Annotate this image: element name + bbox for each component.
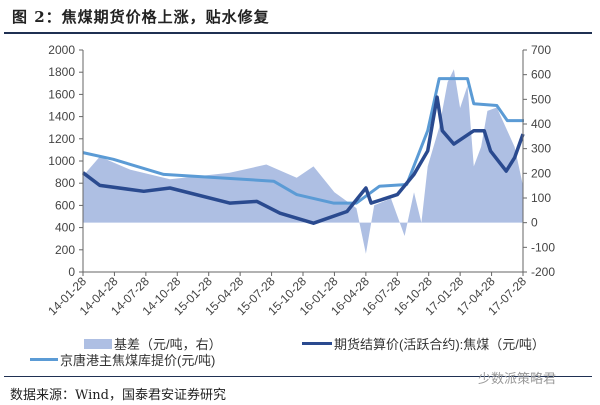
left-tick-label: 2000 xyxy=(48,43,75,57)
legend-label-futures: 期货结算价(活跃合约):焦煤（元/吨） xyxy=(334,337,545,352)
legend-spot: 京唐港主焦煤库提价(元/吨) xyxy=(30,350,215,369)
left-tick-label: 1600 xyxy=(48,87,75,101)
left-tick-label: 800 xyxy=(55,176,75,190)
right-tick-label: 400 xyxy=(531,117,551,131)
left-tick-label: 1200 xyxy=(48,132,75,146)
right-tick-label: 100 xyxy=(531,191,551,205)
footer-rule xyxy=(4,376,592,377)
series-futures-line xyxy=(81,95,525,225)
left-tick-label: 1800 xyxy=(48,65,75,79)
left-tick-label: 600 xyxy=(55,198,75,212)
right-tick-label: 200 xyxy=(531,166,551,180)
left-tick-label: 1400 xyxy=(48,110,75,124)
chart: 0200400600800100012001400160018002000-20… xyxy=(45,43,555,318)
legend-swatch-futures xyxy=(302,342,332,345)
legend-label-basis: 基差（元/吨，右） xyxy=(114,337,222,352)
left-tick-label: 1000 xyxy=(48,154,75,168)
legend-label-spot: 京唐港主焦煤库提价(元/吨) xyxy=(60,353,216,368)
legend-swatch-basis xyxy=(84,338,112,349)
right-tick-label: 700 xyxy=(531,43,551,57)
right-tick-label: 0 xyxy=(531,216,538,230)
source-note: 数据来源：Wind，国泰君安证券研究 xyxy=(10,388,226,403)
legend-futures: 期货结算价(活跃合约):焦煤（元/吨） xyxy=(302,334,545,353)
right-tick-label: -200 xyxy=(531,265,555,279)
series-basis-area xyxy=(83,69,523,254)
legend-basis: 基差（元/吨，右） xyxy=(84,334,222,353)
figure-title: 图 2：焦煤期货价格上涨，贴水修复 xyxy=(12,8,270,26)
right-tick-label: -100 xyxy=(531,240,555,254)
left-tick-label: 0 xyxy=(68,265,75,279)
legend-swatch-spot xyxy=(30,358,58,361)
left-tick-label: 200 xyxy=(55,243,75,257)
right-tick-label: 500 xyxy=(531,92,551,106)
right-tick-label: 300 xyxy=(531,142,551,156)
watermark: 少数派策略君 xyxy=(478,371,557,386)
left-tick-label: 400 xyxy=(55,221,75,235)
title-rule xyxy=(4,32,592,34)
right-tick-label: 600 xyxy=(531,68,551,82)
series-spot-line xyxy=(82,77,524,205)
